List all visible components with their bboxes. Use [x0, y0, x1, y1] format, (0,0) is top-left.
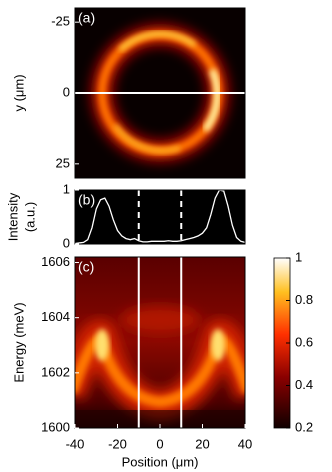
- dispersion-image: [75, 257, 245, 428]
- y-tick-label: 1: [63, 181, 70, 196]
- panel-label: (b): [78, 192, 95, 208]
- colorbar-tick-label: 0.2: [295, 419, 313, 434]
- profile-line: [74, 189, 246, 245]
- x-tick-label: -40: [66, 436, 85, 451]
- y-tick-label: 1602: [41, 364, 70, 379]
- x-tick-label: 20: [195, 436, 209, 451]
- x-axis-label: Position (μm): [122, 454, 199, 469]
- y-tick-label: 25: [56, 155, 70, 170]
- axes-frame: [74, 189, 246, 245]
- y-tick-label: 0: [63, 84, 70, 99]
- colorbar-tick-label: 0.6: [295, 334, 313, 349]
- y-axis-label: Energy (meV): [11, 302, 26, 382]
- panel-label: (a): [78, 10, 95, 26]
- x-tick-label: 0: [156, 436, 163, 451]
- x-tick-label: 40: [238, 436, 252, 451]
- y-axis-label: y (μm): [11, 74, 26, 111]
- colorbar-tick-label: 0.8: [295, 292, 313, 307]
- colorbar-tick-label: 1: [295, 249, 302, 264]
- y-tick-label: 1606: [41, 254, 70, 269]
- panel-label: (c): [78, 259, 94, 275]
- y-tick-label: 1600: [41, 419, 70, 434]
- y-tick-label: 0: [63, 235, 70, 250]
- y-tick-label: -25: [51, 14, 70, 29]
- y-axis-label: (a.u.): [22, 202, 37, 232]
- y-axis-label: Intensity: [5, 192, 20, 241]
- profile-background: [75, 190, 245, 244]
- y-tick-label: 1604: [41, 309, 70, 324]
- colorbar-tick-label: 0.4: [295, 377, 313, 392]
- x-tick-label: -20: [108, 436, 127, 451]
